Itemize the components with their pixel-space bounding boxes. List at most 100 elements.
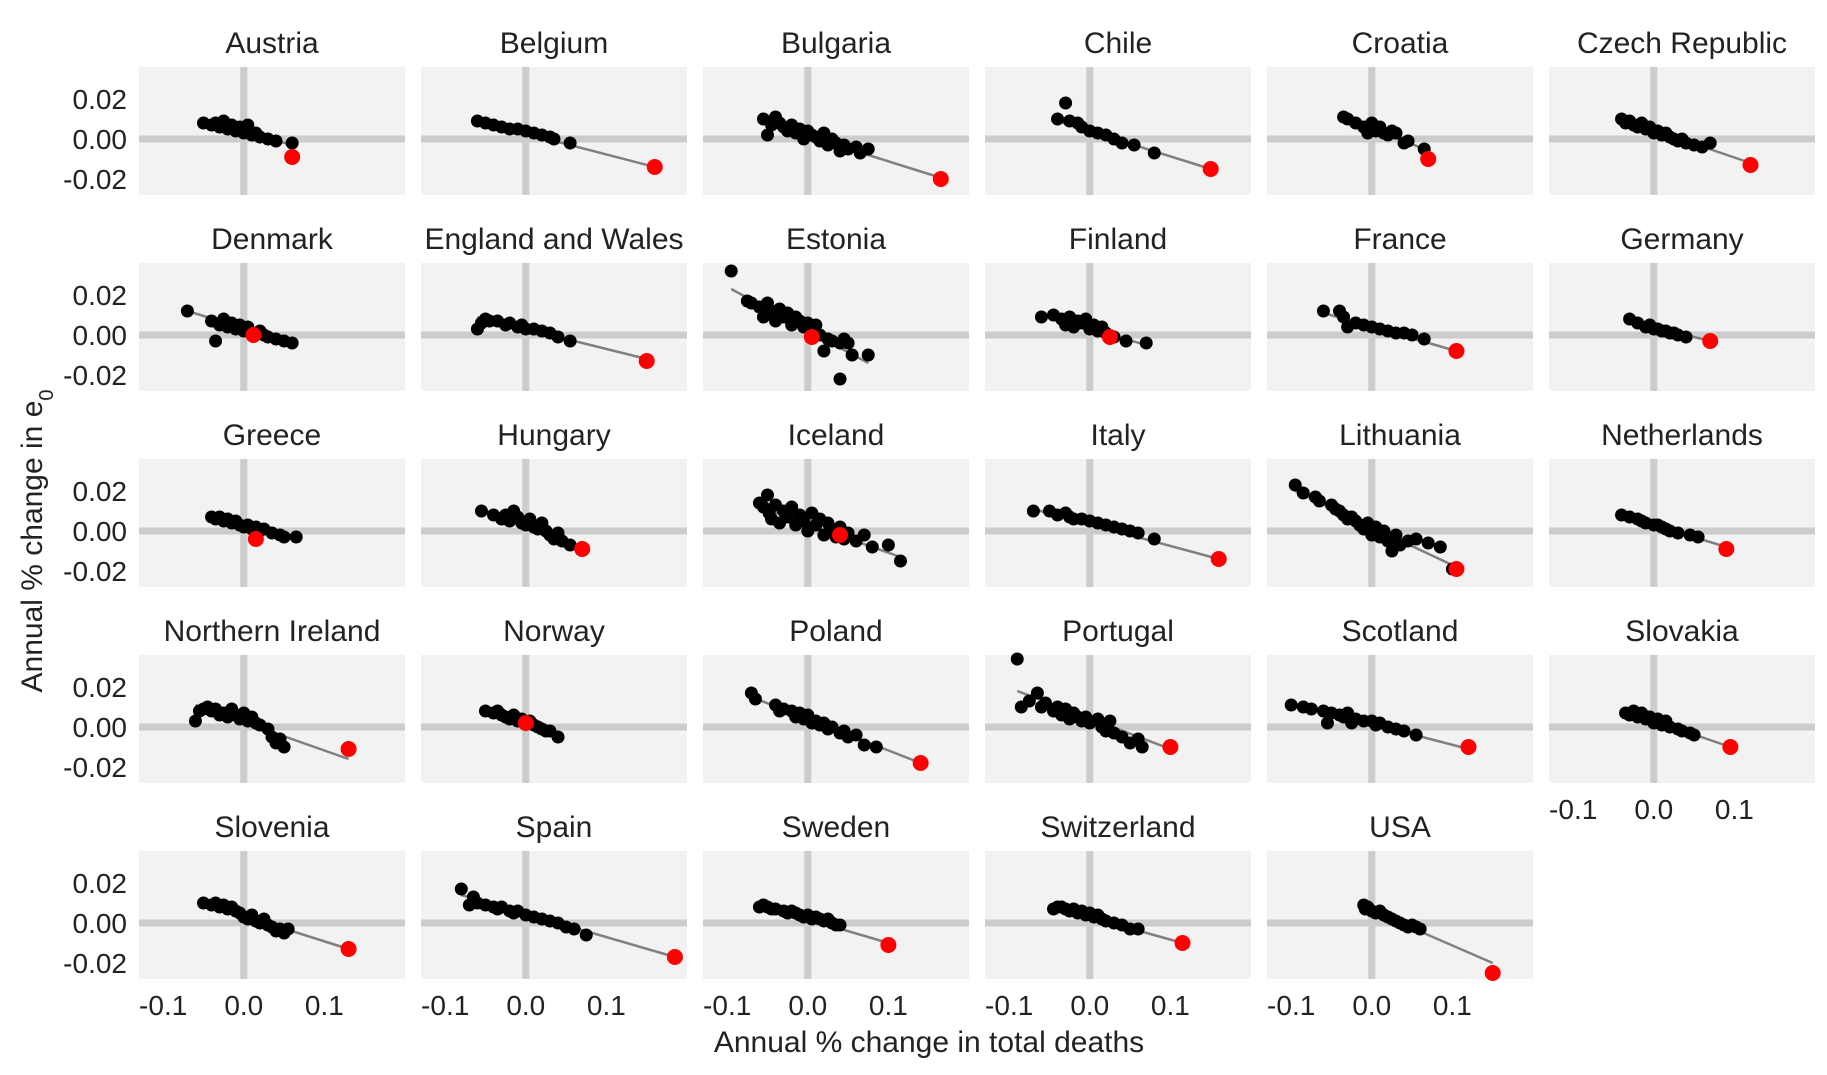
data-point bbox=[281, 922, 295, 936]
highlight-point bbox=[340, 741, 357, 757]
highlight-point bbox=[574, 541, 591, 557]
data-point bbox=[563, 538, 577, 552]
data-point bbox=[579, 928, 593, 942]
x-tick-label: 0.1 bbox=[587, 990, 626, 1021]
facet-greece: Greece 0.02 0.00 -0.02 bbox=[63, 419, 405, 587]
data-point bbox=[1316, 304, 1330, 318]
data-point bbox=[1413, 922, 1427, 936]
data-point bbox=[289, 530, 303, 544]
x-tick-label: -0.1 bbox=[139, 990, 187, 1021]
x-tick-label: -0.1 bbox=[1549, 794, 1597, 825]
data-point bbox=[180, 304, 194, 318]
facet-title: Denmark bbox=[211, 223, 334, 256]
highlight-point bbox=[638, 353, 655, 369]
data-point bbox=[1119, 334, 1133, 348]
data-point bbox=[1433, 540, 1447, 554]
facet-denmark: Denmark 0.02 0.00 -0.02 bbox=[63, 223, 405, 391]
data-point bbox=[1030, 686, 1044, 700]
panel-background bbox=[139, 67, 405, 195]
x-tick-label: -0.1 bbox=[985, 990, 1033, 1021]
data-point bbox=[1377, 524, 1391, 538]
data-point bbox=[567, 922, 581, 936]
x-tick-label: 0.1 bbox=[869, 990, 908, 1021]
facet-title: Poland bbox=[789, 615, 882, 648]
data-point bbox=[809, 318, 823, 332]
data-point bbox=[724, 264, 738, 278]
highlight-point bbox=[1162, 739, 1179, 755]
data-point bbox=[1135, 740, 1149, 754]
data-point bbox=[1320, 716, 1334, 730]
facet-title: Germany bbox=[1620, 223, 1743, 256]
facet-title: Greece bbox=[223, 419, 321, 452]
data-point bbox=[277, 740, 291, 754]
data-point bbox=[857, 738, 871, 752]
facet-england-and-wales: England and Wales bbox=[421, 223, 687, 391]
facet-title: Spain bbox=[516, 811, 593, 844]
facet-sweden: Sweden -0.1 0.0 0.1 bbox=[703, 811, 969, 1021]
data-point bbox=[1139, 336, 1153, 350]
y-tick-label: 0.00 bbox=[73, 516, 128, 547]
data-point bbox=[1671, 526, 1685, 540]
x-tick-label: 0.0 bbox=[1070, 990, 1109, 1021]
facet-title: Switzerland bbox=[1040, 811, 1195, 844]
panel-background bbox=[139, 263, 405, 391]
data-point bbox=[1038, 696, 1052, 710]
y-tick-label: -0.02 bbox=[63, 556, 127, 587]
y-tick-label: -0.02 bbox=[63, 360, 127, 391]
data-point bbox=[857, 528, 871, 542]
panel-background bbox=[1267, 655, 1533, 783]
panel-background bbox=[1267, 851, 1533, 979]
facet-scotland: Scotland bbox=[1267, 615, 1533, 783]
data-point bbox=[760, 488, 774, 502]
data-point bbox=[1296, 486, 1310, 500]
x-tick-label: 0.0 bbox=[1352, 990, 1391, 1021]
facet-hungary: Hungary bbox=[421, 419, 687, 587]
x-tick-label: 0.0 bbox=[506, 990, 545, 1021]
facet-title: Austria bbox=[225, 27, 319, 60]
facet-title: Lithuania bbox=[1339, 419, 1461, 452]
data-point bbox=[748, 692, 762, 706]
facet-title: Sweden bbox=[782, 811, 890, 844]
facet-czech-republic: Czech Republic bbox=[1549, 27, 1815, 195]
panel-background bbox=[703, 263, 969, 391]
x-tick-label: 0.1 bbox=[1151, 990, 1190, 1021]
panel-background bbox=[139, 459, 405, 587]
data-point bbox=[474, 504, 488, 518]
facet-switzerland: Switzerland -0.1 0.0 0.1 bbox=[985, 811, 1251, 1021]
facet-title: Czech Republic bbox=[1577, 27, 1787, 60]
data-point bbox=[781, 510, 795, 524]
facet-france: France bbox=[1267, 223, 1533, 391]
data-point bbox=[865, 540, 879, 554]
data-point bbox=[1147, 146, 1161, 160]
panel-background bbox=[421, 459, 687, 587]
facet-portugal: Portugal bbox=[985, 615, 1251, 783]
data-point bbox=[797, 514, 811, 528]
facet-croatia: Croatia bbox=[1267, 27, 1533, 195]
panel-background bbox=[703, 655, 969, 783]
data-point bbox=[1703, 136, 1717, 150]
panel-background bbox=[139, 655, 405, 783]
data-point bbox=[861, 142, 875, 156]
facet-slovakia: Slovakia -0.1 0.0 0.1 bbox=[1549, 615, 1815, 825]
highlight-point bbox=[666, 949, 683, 965]
data-point bbox=[188, 714, 202, 728]
panel-background bbox=[985, 851, 1251, 979]
data-point bbox=[1687, 728, 1701, 742]
facet-chile: Chile bbox=[985, 27, 1251, 195]
facet-title: Estonia bbox=[786, 223, 886, 256]
data-point bbox=[285, 136, 299, 150]
y-tick-label: -0.02 bbox=[63, 164, 127, 195]
data-point bbox=[1389, 126, 1403, 140]
data-point bbox=[1409, 532, 1423, 546]
data-point bbox=[551, 330, 565, 344]
data-point bbox=[833, 372, 847, 386]
facet-title: Chile bbox=[1084, 27, 1152, 60]
panel-background bbox=[1549, 67, 1815, 195]
highlight-point bbox=[247, 531, 264, 547]
facet-title: Croatia bbox=[1352, 27, 1449, 60]
highlight-point bbox=[1101, 329, 1118, 345]
highlight-point bbox=[932, 171, 949, 187]
data-point bbox=[209, 334, 223, 348]
data-point bbox=[547, 132, 561, 146]
highlight-point bbox=[912, 755, 929, 771]
